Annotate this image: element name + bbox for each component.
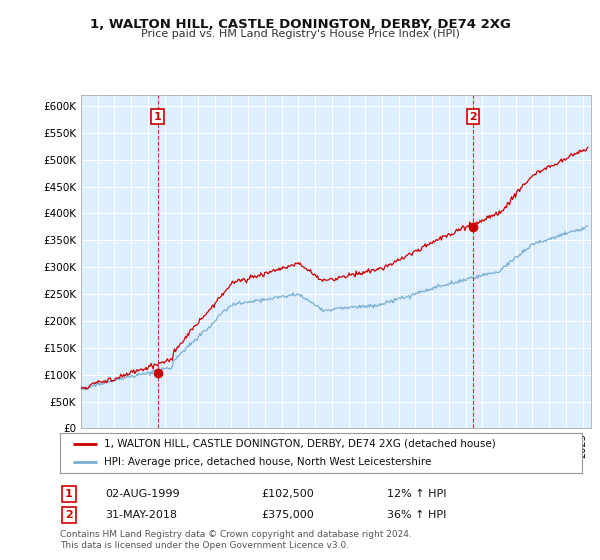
Text: HPI: Average price, detached house, North West Leicestershire: HPI: Average price, detached house, Nort… bbox=[104, 458, 432, 467]
Text: 02-AUG-1999: 02-AUG-1999 bbox=[105, 489, 179, 499]
Text: £375,000: £375,000 bbox=[261, 510, 314, 520]
Text: 31-MAY-2018: 31-MAY-2018 bbox=[105, 510, 177, 520]
Text: 1: 1 bbox=[154, 111, 161, 122]
Text: 36% ↑ HPI: 36% ↑ HPI bbox=[387, 510, 446, 520]
Text: 2: 2 bbox=[469, 111, 476, 122]
Text: 1, WALTON HILL, CASTLE DONINGTON, DERBY, DE74 2XG: 1, WALTON HILL, CASTLE DONINGTON, DERBY,… bbox=[89, 18, 511, 31]
Text: 2: 2 bbox=[65, 510, 73, 520]
Text: This data is licensed under the Open Government Licence v3.0.: This data is licensed under the Open Gov… bbox=[60, 541, 349, 550]
Text: 1: 1 bbox=[65, 489, 73, 499]
Text: 12% ↑ HPI: 12% ↑ HPI bbox=[387, 489, 446, 499]
Text: £102,500: £102,500 bbox=[261, 489, 314, 499]
Text: Contains HM Land Registry data © Crown copyright and database right 2024.: Contains HM Land Registry data © Crown c… bbox=[60, 530, 412, 539]
Text: Price paid vs. HM Land Registry's House Price Index (HPI): Price paid vs. HM Land Registry's House … bbox=[140, 29, 460, 39]
Text: 1, WALTON HILL, CASTLE DONINGTON, DERBY, DE74 2XG (detached house): 1, WALTON HILL, CASTLE DONINGTON, DERBY,… bbox=[104, 439, 496, 449]
